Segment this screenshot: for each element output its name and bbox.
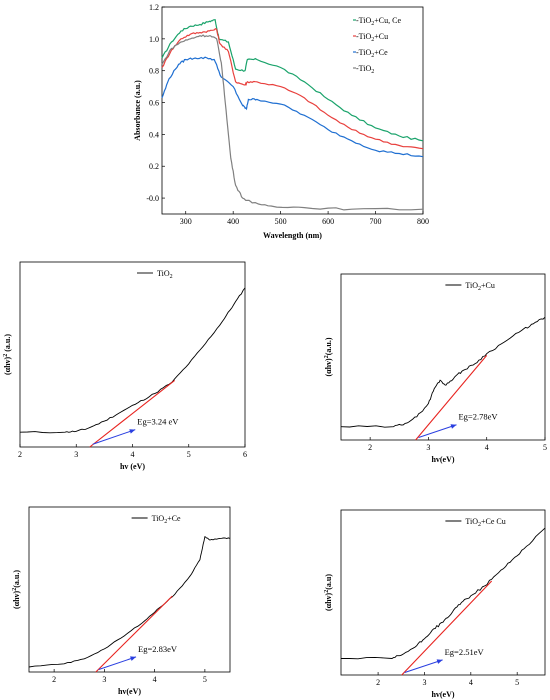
x-tick-label: 2 — [18, 450, 22, 459]
legend-entry: TiO2+Ce — [152, 514, 181, 525]
x-tick-label: 300 — [180, 217, 192, 226]
x-tick-label: 5 — [543, 443, 547, 452]
legend-entry: -TiO2+Ce — [356, 48, 388, 59]
tauc-chart: 2 3 4 5 hv(eV) (αhv)2(a.u) TiO2+Ce Cu Eg=2.51eV — [324, 509, 546, 699]
tauc-curve — [19, 287, 246, 434]
series-line — [161, 27, 424, 150]
linear-fit-line — [89, 379, 176, 448]
y-tick-label: 0.2 — [149, 162, 159, 171]
tauc-chart: 2 3 4 5 hv(eV) (αhv)2(a.u.) TiO2+Ce Eg=2.83eV — [12, 506, 231, 696]
x-tick-label: 4 — [485, 443, 489, 452]
x-tick-label: 6 — [243, 450, 247, 459]
legend-entry: -TiO2+Cu — [356, 32, 388, 43]
y-axis-label: (αhv)2 (a.u.) — [3, 334, 12, 375]
y-tick-label: 0.6 — [149, 99, 159, 108]
x-tick-label: 3 — [102, 675, 106, 684]
x-tick-label: 3 — [426, 443, 430, 452]
band-gap-label: Eg=2.51eV — [445, 647, 485, 657]
linear-fit-line — [401, 580, 493, 676]
x-tick-label: 2 — [376, 678, 380, 687]
x-tick-label: 5 — [187, 450, 191, 459]
legend-entry: TiO2+Cu — [465, 281, 494, 292]
series-line — [161, 34, 424, 211]
band-gap-label: Eg=3.24 eV — [137, 417, 179, 427]
x-axis-label: hv(eV) — [118, 687, 141, 696]
eg-arrowhead — [450, 424, 457, 429]
band-gap-label: Eg=2.83eV — [138, 644, 178, 654]
x-tick-label: 4 — [153, 675, 157, 684]
band-gap-label: Eg=2.78eV — [458, 412, 498, 422]
tauc-curve — [28, 536, 231, 668]
y-tick-label: 1.2 — [149, 3, 159, 12]
y-axis-label: (αhv)2(a.u.) — [324, 337, 333, 376]
legend-entry: TiO2 — [157, 269, 173, 280]
y-axis-label: (αhv)2(a.u) — [324, 574, 333, 611]
eg-arrowhead — [130, 656, 137, 661]
x-tick-label: 2 — [368, 443, 372, 452]
linear-fit-line — [415, 354, 488, 441]
x-axis-label: Wavelength (nm) — [263, 231, 322, 240]
eg-arrow — [92, 429, 136, 445]
x-tick-label: 5 — [203, 675, 207, 684]
linear-fit-line — [95, 595, 173, 673]
plot-frame — [340, 509, 546, 676]
y-tick-label: -0.0 — [146, 194, 159, 203]
x-tick-label: 2 — [52, 675, 56, 684]
x-tick-label: 600 — [322, 217, 334, 226]
x-tick-label: 5 — [515, 678, 519, 687]
absorbance-chart: 300 400 500 600 700 800 -0.0 0.2 0.4 0.6 0.8 1.0 1.2… — [133, 3, 429, 240]
y-tick-label: 0.4 — [149, 130, 159, 139]
tauc-chart: 2 3 4 5 6 hv (eV) (αhv)2 (a.u.) TiO2 Eg=3.24 eV — [3, 261, 247, 471]
legend-entry: TiO2+Ce Cu — [465, 517, 505, 528]
eg-arrow — [98, 656, 137, 670]
x-axis-label: hv(eV) — [431, 690, 454, 699]
y-tick-label: 0.8 — [149, 67, 159, 76]
eg-arrowhead — [436, 659, 443, 664]
x-tick-label: 400 — [227, 217, 239, 226]
legend-entry: -TiO2+Cu, Ce — [356, 16, 401, 27]
eg-arrowhead — [129, 429, 136, 434]
x-axis-label: hv(eV) — [431, 455, 454, 464]
plot-frame — [28, 506, 231, 673]
x-tick-label: 3 — [422, 678, 426, 687]
x-tick-label: 800 — [417, 217, 429, 226]
tauc-curve — [340, 316, 546, 428]
legend-entry: -TiO2 — [356, 64, 374, 75]
plot-frame — [19, 261, 246, 448]
tauc-curve — [341, 527, 546, 660]
eg-arrow — [404, 659, 443, 673]
x-tick-label: 4 — [469, 678, 473, 687]
eg-arrow — [418, 424, 457, 438]
x-axis-label: hv (eV) — [120, 462, 145, 471]
x-tick-label: 700 — [370, 217, 382, 226]
x-tick-label: 3 — [74, 450, 78, 459]
series-line — [161, 19, 424, 142]
x-tick-label: 4 — [131, 450, 135, 459]
series-line — [161, 56, 424, 158]
tauc-chart: 2 3 4 5 hv(eV) (αhv)2(a.u.) TiO2+Cu Eg=2.78eV — [324, 273, 547, 464]
plot-frame — [161, 6, 424, 215]
x-tick-label: 500 — [275, 217, 287, 226]
y-axis-label: Absorbance (a.u.) — [133, 80, 142, 141]
y-tick-label: 1.0 — [149, 35, 159, 44]
plot-frame — [340, 273, 546, 441]
y-axis-label: (αhv)2(a.u.) — [12, 570, 21, 609]
